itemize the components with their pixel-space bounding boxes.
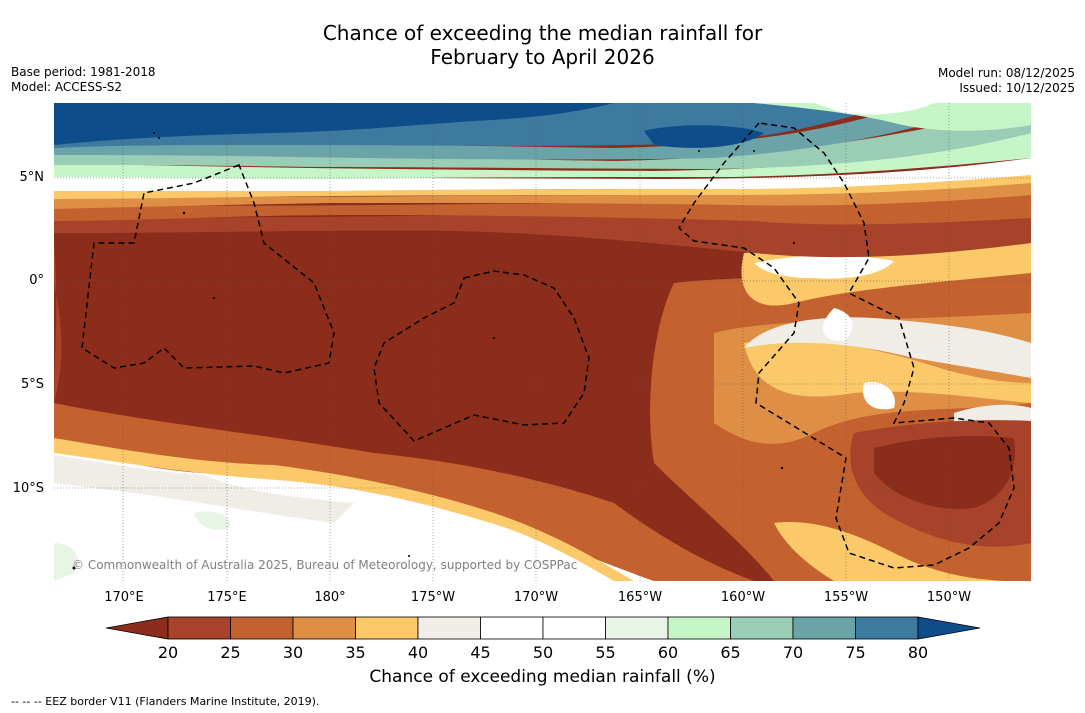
north-white-top (754, 103, 1031, 131)
lon-label-160w: 160°W (720, 590, 766, 605)
eez-kiribati-phoenix (373, 270, 590, 442)
south-green-spots (54, 511, 230, 581)
lat-label-0: 0° (29, 273, 44, 288)
eez-legend: -- -- -- EEZ border V11 (Flanders Marine… (11, 695, 320, 708)
east-grey-region (744, 317, 1031, 455)
lon-label-175w: 175°W (410, 590, 456, 605)
colorbar-segment (417, 616, 481, 640)
colorbar-segment (667, 616, 731, 640)
colorbar-segment (542, 616, 606, 640)
east-yellow-region (741, 243, 1031, 403)
north-lightorange-band (54, 179, 1031, 209)
lon-label-170w: 170°W (513, 590, 559, 605)
colorbar-tick-label: 65 (720, 643, 741, 662)
eez-kiribati-gilbert (81, 164, 335, 374)
lat-label-5n: 5°N (19, 170, 45, 185)
north-white-band (54, 158, 1031, 191)
colorbar-tick-label: 75 (845, 643, 866, 662)
colorbar (106, 616, 980, 640)
graticule (54, 103, 1031, 581)
credit-text: © Commonwealth of Australia 2025, Bureau… (72, 558, 578, 572)
rainfall-map (54, 103, 1031, 581)
southeast-dark-patch (874, 436, 1015, 509)
west-edge-band (54, 243, 62, 403)
lon-label-170e: 170°E (104, 590, 144, 605)
colorbar-tick-label: 40 (407, 643, 429, 662)
lat-label-5s: 5°S (20, 377, 44, 392)
colorbar-segment (355, 616, 419, 640)
lon-label-165w: 165°W (617, 590, 663, 605)
southeast-yellow-patch (774, 522, 1004, 581)
title-line-1: Chance of exceeding the median rainfall … (322, 21, 763, 45)
colorbar-tick-label: 20 (157, 643, 179, 662)
lon-label-150w: 150°W (926, 590, 972, 605)
north-green-band (54, 103, 1031, 169)
colorbar-title: Chance of exceeding median rainfall (%) (369, 667, 716, 687)
islands (72, 132, 795, 570)
base-period: Base period: 1981-2018 (11, 65, 156, 79)
colorbar-tick-label: 30 (282, 643, 304, 662)
north-lightgreen-band (54, 133, 1031, 179)
colorbar-segment (167, 616, 231, 640)
north-white-top-patch (814, 103, 934, 115)
map-title: Chance of exceeding the median rainfall … (0, 21, 1085, 69)
lon-label-155w: 155°W (823, 590, 869, 605)
meta-left: Base period: 1981-2018 Model: ACCESS-S2 (11, 65, 156, 95)
colorbar-segment (792, 616, 856, 640)
colorbar-segment (480, 616, 544, 640)
colorbar-tick-label: 45 (470, 643, 491, 662)
lat-label-10s: 10°S (12, 481, 44, 496)
colorbar-tick-label: 70 (782, 643, 804, 662)
lon-label-180: 180° (314, 590, 346, 605)
colorbar-segment (730, 616, 794, 640)
model-run: Model run: 08/12/2025 (937, 66, 1075, 80)
lon-label-175e: 175°E (207, 590, 247, 605)
colorbar-segment (605, 616, 669, 640)
colorbar-segment (292, 616, 356, 640)
colorbar-tick-label: 80 (907, 643, 929, 662)
eez-kiribati-line (678, 122, 1015, 569)
colorbar-over-arrow (917, 616, 980, 640)
colorbar-under-arrow (106, 616, 169, 640)
south-yellow-band (54, 438, 634, 581)
meta-right: Model run: 08/12/2025 Issued: 10/12/2025 (938, 66, 1075, 96)
colorbar-tick-label: 35 (345, 643, 366, 662)
north-teal-band (54, 103, 994, 160)
east-white-region (754, 255, 895, 410)
colorbar-tick-label: 55 (595, 643, 616, 662)
title-line-2: February to April 2026 (430, 45, 655, 69)
north-yellow-band (54, 173, 1031, 199)
colorbar-segment (855, 616, 919, 640)
model-name: Model: ACCESS-S2 (11, 80, 123, 94)
colorbar-tick-label: 50 (532, 643, 554, 662)
south-grey-band (54, 455, 354, 523)
eez-borders (81, 122, 1015, 569)
colorbar-segment (230, 616, 294, 640)
north-orange-band (54, 188, 1031, 225)
issued-date: Issued: 10/12/2025 (959, 81, 1075, 95)
colorbar-tick-label: 60 (657, 643, 679, 662)
colorbar-tick-label: 25 (220, 643, 241, 662)
north-darkblue-band (54, 103, 764, 148)
